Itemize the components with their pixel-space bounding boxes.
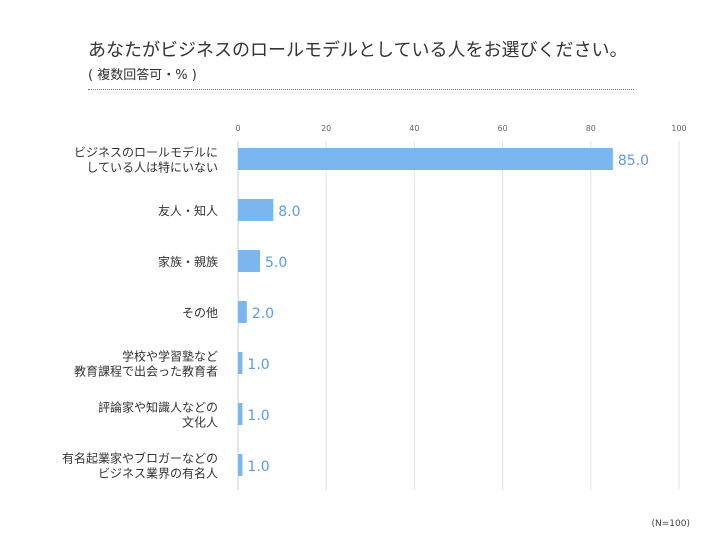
x-tick-label-80: 80 — [586, 124, 596, 133]
sample-size-note: (N=100) — [651, 519, 690, 529]
value-label-2: 5.0 — [265, 255, 287, 271]
bar-2 — [238, 250, 261, 272]
category-label-line: 友人・知人 — [158, 204, 218, 218]
category-label-line: その他 — [182, 306, 218, 320]
category-label-line: ビジネスのロールモデルに — [74, 145, 218, 160]
bar-0 — [238, 148, 613, 170]
x-tick-label-100: 100 — [671, 124, 686, 133]
bar-1 — [238, 199, 274, 221]
x-tick-label-60: 60 — [498, 124, 508, 133]
value-label-1: 8.0 — [278, 204, 300, 220]
bar-5 — [238, 403, 243, 425]
category-label-line: 文化人 — [182, 415, 218, 430]
category-label-line: している人は特にいない — [86, 160, 218, 175]
category-label-3: その他 — [182, 306, 218, 320]
value-label-5: 1.0 — [247, 408, 269, 424]
category-label-4: 学校や学習塾など教育課程で出会った教育者 — [74, 349, 218, 379]
value-label-0: 85.0 — [618, 153, 649, 169]
category-label-2: 家族・親族 — [158, 254, 218, 269]
title-divider — [88, 89, 634, 90]
value-label-4: 1.0 — [247, 357, 269, 373]
value-label-3: 2.0 — [252, 306, 274, 322]
value-label-6: 1.0 — [247, 459, 269, 475]
category-label-line: 評論家や知識人などの — [98, 400, 218, 415]
x-tick-label-0: 0 — [235, 124, 240, 133]
bar-3 — [238, 301, 247, 323]
category-label-line: 有名起業家やブロガーなどの — [62, 451, 218, 466]
category-label-line: 家族・親族 — [158, 254, 218, 269]
x-tick-label-20: 20 — [321, 124, 331, 133]
category-label-1: 友人・知人 — [158, 204, 218, 218]
category-label-0: ビジネスのロールモデルにしている人は特にいない — [74, 145, 218, 175]
category-label-line: ビジネス業界の有名人 — [98, 466, 218, 481]
category-label-6: 有名起業家やブロガーなどのビジネス業界の有名人 — [62, 451, 218, 481]
category-label-line: 教育課程で出会った教育者 — [74, 364, 218, 379]
x-tick-label-40: 40 — [409, 124, 419, 133]
chart-title: あなたがビジネスのロールモデルとしている人をお選びください。 — [88, 40, 628, 61]
bar-6 — [238, 454, 243, 476]
bar-4 — [238, 352, 243, 374]
chart-subtitle: ( 複数回答可・% ) — [88, 68, 197, 83]
category-label-line: 学校や学習塾など — [122, 349, 218, 364]
category-label-5: 評論家や知識人などの文化人 — [98, 400, 218, 430]
